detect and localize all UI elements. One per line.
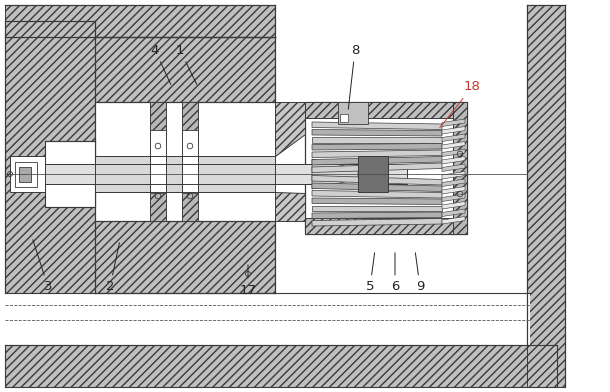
Bar bbox=[15, 162, 37, 187]
Polygon shape bbox=[442, 142, 465, 149]
Text: 2: 2 bbox=[106, 243, 120, 294]
Bar bbox=[453, 102, 467, 234]
Bar bbox=[150, 193, 166, 221]
Bar bbox=[5, 5, 275, 37]
Polygon shape bbox=[312, 212, 442, 218]
Polygon shape bbox=[312, 143, 442, 150]
Polygon shape bbox=[312, 198, 442, 205]
Polygon shape bbox=[312, 129, 442, 136]
Bar bbox=[305, 102, 467, 234]
Polygon shape bbox=[312, 205, 442, 211]
Bar bbox=[5, 21, 95, 293]
Polygon shape bbox=[312, 183, 442, 192]
Text: 6: 6 bbox=[391, 253, 399, 294]
Bar bbox=[5, 345, 557, 387]
Bar bbox=[95, 221, 275, 293]
Bar bbox=[45, 141, 95, 207]
Polygon shape bbox=[312, 150, 442, 158]
Polygon shape bbox=[442, 127, 465, 134]
Polygon shape bbox=[312, 122, 442, 129]
Polygon shape bbox=[442, 119, 465, 127]
Bar bbox=[150, 102, 166, 221]
Polygon shape bbox=[442, 194, 465, 201]
Text: 3: 3 bbox=[33, 240, 52, 294]
Polygon shape bbox=[442, 201, 465, 209]
Polygon shape bbox=[442, 216, 465, 224]
Polygon shape bbox=[312, 159, 358, 189]
Polygon shape bbox=[275, 102, 305, 156]
Polygon shape bbox=[442, 156, 465, 164]
Text: 18: 18 bbox=[440, 80, 481, 128]
Text: 1: 1 bbox=[176, 44, 197, 85]
Bar bbox=[19, 167, 31, 182]
Bar bbox=[527, 5, 565, 387]
Polygon shape bbox=[442, 134, 465, 142]
Text: 17: 17 bbox=[240, 265, 256, 296]
Polygon shape bbox=[442, 179, 465, 187]
Bar bbox=[182, 193, 198, 221]
Bar bbox=[10, 156, 45, 192]
Bar bbox=[45, 164, 407, 184]
Bar bbox=[305, 102, 467, 118]
Polygon shape bbox=[442, 187, 465, 194]
Bar bbox=[95, 37, 275, 102]
Text: 4: 4 bbox=[151, 44, 171, 84]
Bar bbox=[340, 114, 348, 122]
Polygon shape bbox=[312, 163, 442, 172]
Bar bbox=[5, 293, 530, 345]
Bar bbox=[338, 102, 368, 124]
Bar bbox=[182, 102, 198, 221]
Polygon shape bbox=[442, 172, 465, 179]
Text: 5: 5 bbox=[366, 253, 375, 294]
Polygon shape bbox=[312, 191, 442, 198]
Bar bbox=[182, 102, 198, 130]
Polygon shape bbox=[312, 156, 442, 165]
Text: 9: 9 bbox=[415, 253, 424, 294]
Polygon shape bbox=[312, 218, 442, 226]
Bar bbox=[358, 156, 388, 192]
Polygon shape bbox=[312, 176, 442, 185]
Polygon shape bbox=[442, 164, 465, 172]
Bar bbox=[150, 102, 166, 130]
Polygon shape bbox=[442, 149, 465, 156]
Text: 8: 8 bbox=[348, 44, 359, 109]
Bar bbox=[305, 218, 467, 234]
Polygon shape bbox=[442, 209, 465, 216]
Polygon shape bbox=[275, 192, 305, 221]
Bar bbox=[95, 156, 275, 192]
Polygon shape bbox=[312, 137, 442, 143]
